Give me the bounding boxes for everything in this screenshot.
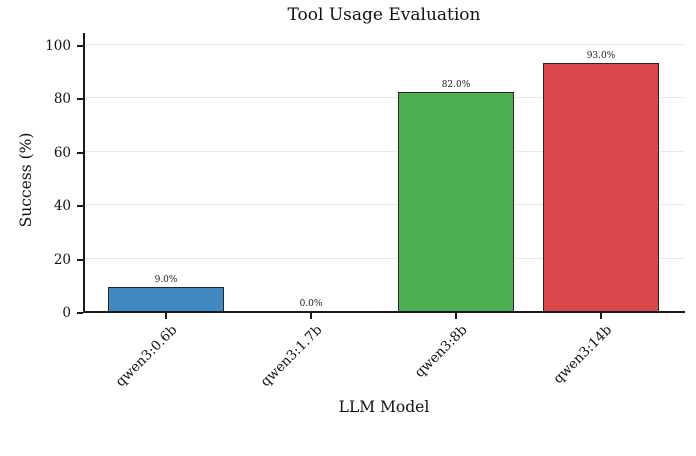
y-tick-mark [77, 151, 83, 154]
plot-area: 9.0% 0.0% 82.0% 93.0% [83, 33, 685, 313]
bar-value-label: 9.0% [154, 274, 178, 285]
y-tick-mark [77, 45, 83, 47]
x-tick-mark [310, 313, 312, 319]
y-tick-mark [77, 98, 83, 101]
y-tick-label: 60 [53, 144, 71, 161]
y-tick-label: 0 [62, 305, 71, 321]
y-tick-mark [77, 205, 83, 208]
bar-value-label: 0.0% [299, 299, 323, 309]
gridline [85, 257, 685, 259]
x-tick-mark [455, 313, 457, 319]
x-tick-label: qwen3:0.6b [112, 322, 181, 390]
bar [543, 62, 659, 311]
bar-value-label: 93.0% [586, 50, 616, 61]
chart-title: Tool Usage Evaluation [287, 5, 481, 25]
x-tick-label: qwen3:14b [550, 322, 616, 387]
gridline [85, 204, 685, 206]
gridline [85, 97, 685, 99]
y-tick-label: 80 [53, 91, 71, 108]
y-tick-mark [77, 312, 83, 314]
gridline [85, 150, 685, 152]
bar [108, 286, 224, 311]
x-tick-label: qwen3:8b [411, 322, 471, 381]
x-tick-label: qwen3:1.7b [257, 322, 326, 390]
x-axis-label: LLM Model [338, 398, 430, 416]
y-tick-mark [77, 258, 83, 261]
x-tick-mark [165, 313, 167, 319]
y-tick-label: 20 [53, 251, 71, 268]
bar [398, 92, 514, 311]
y-tick-label: 40 [53, 198, 71, 215]
y-tick-label: 100 [45, 38, 71, 54]
x-tick-mark [600, 313, 602, 319]
bar-value-label: 82.0% [441, 80, 471, 91]
gridline [85, 44, 685, 45]
